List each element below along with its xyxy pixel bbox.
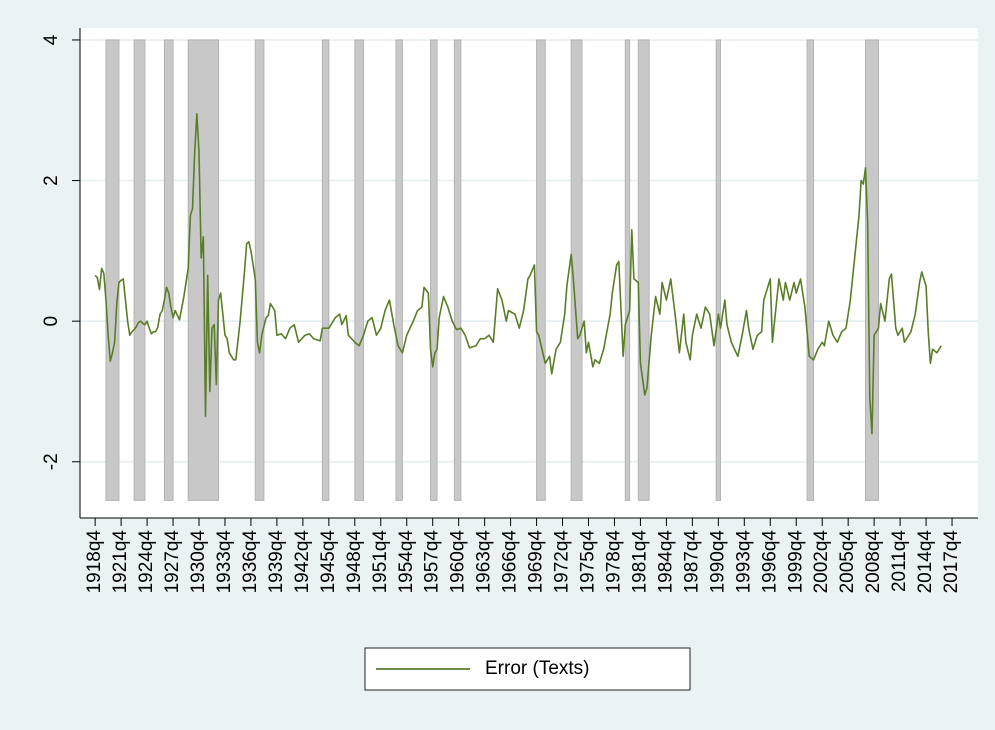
grid — [80, 39, 978, 463]
x-tick-label: 1939q4 — [266, 530, 287, 594]
x-tick-label: 1993q4 — [733, 530, 754, 594]
x-tick-label: 1948q4 — [344, 530, 365, 594]
recession-band — [453, 39, 462, 501]
x-tick-label: 2005q4 — [837, 530, 858, 594]
recession-band — [133, 39, 146, 501]
x-tick-label: 2011q4 — [889, 530, 910, 592]
x-tick-label: 1945q4 — [318, 530, 339, 594]
x-tick-label: 1951q4 — [370, 530, 391, 594]
y-tick-label: 4 — [41, 34, 62, 45]
x-tick-label: 1957q4 — [422, 530, 443, 594]
recession-band — [163, 39, 174, 501]
x-tick-label: 2008q4 — [863, 530, 884, 594]
recession-band — [864, 39, 879, 501]
recession-band — [637, 39, 650, 501]
x-tick-label: 1942q4 — [292, 530, 313, 594]
recession-band — [430, 39, 438, 501]
x-tick-label: 1990q4 — [707, 530, 728, 594]
x-tick-label: 2017q4 — [941, 530, 962, 594]
recession-band — [321, 39, 330, 501]
legend: Error (Texts) — [376, 658, 590, 679]
x-tick-label: 1924q4 — [136, 530, 157, 594]
x-tick-label: 1966q4 — [500, 530, 521, 594]
recession-band — [536, 39, 546, 501]
x-tick-label: 1978q4 — [603, 530, 624, 594]
recession-band — [395, 39, 403, 501]
x-tick-label: 1933q4 — [214, 530, 235, 594]
series-line — [94, 112, 942, 435]
legend-label: Error (Texts) — [485, 658, 590, 679]
x-tick-label: 1921q4 — [110, 530, 131, 594]
x-tick-label: 1960q4 — [448, 530, 469, 594]
y-tick-label: 2 — [41, 175, 62, 186]
y-tick-label: 0 — [41, 316, 62, 327]
x-tick-label: 2014q4 — [915, 530, 936, 594]
y-tick-label: -2 — [41, 453, 62, 470]
x-tick-label: 1963q4 — [474, 530, 495, 594]
shaded-periods — [105, 39, 879, 501]
lines — [94, 112, 942, 435]
recession-band — [624, 39, 631, 501]
x-tick-label: 1996q4 — [759, 530, 780, 594]
recession-band — [354, 39, 364, 501]
recession-band — [105, 39, 120, 501]
x-tick-label: 1918q4 — [84, 530, 105, 594]
x-tick-label: 1981q4 — [629, 530, 650, 594]
x-tick-label: 1975q4 — [578, 530, 599, 594]
x-tick-label: 1927q4 — [162, 530, 183, 594]
recession-band — [806, 39, 815, 501]
x-tick-label: 1954q4 — [396, 530, 417, 594]
x-tick-label: 2002q4 — [811, 530, 832, 594]
x-tick-label: 1936q4 — [240, 530, 261, 594]
x-tick-label: 1999q4 — [785, 530, 806, 594]
plot-region — [80, 28, 978, 518]
recession-band — [570, 39, 583, 501]
axis-labels: -2 0 2 4 1918q4 1921q4 1924q4 1927q4 1930q4 1933q… — [41, 34, 962, 593]
recession-band — [254, 39, 265, 501]
x-tick-label: 1972q4 — [552, 530, 573, 594]
x-tick-label: 1984q4 — [655, 530, 676, 594]
x-tick-label: 1987q4 — [681, 530, 702, 594]
recession-band — [715, 39, 722, 501]
x-tick-label: 1969q4 — [526, 530, 547, 594]
x-tick-label: 1930q4 — [188, 530, 209, 594]
